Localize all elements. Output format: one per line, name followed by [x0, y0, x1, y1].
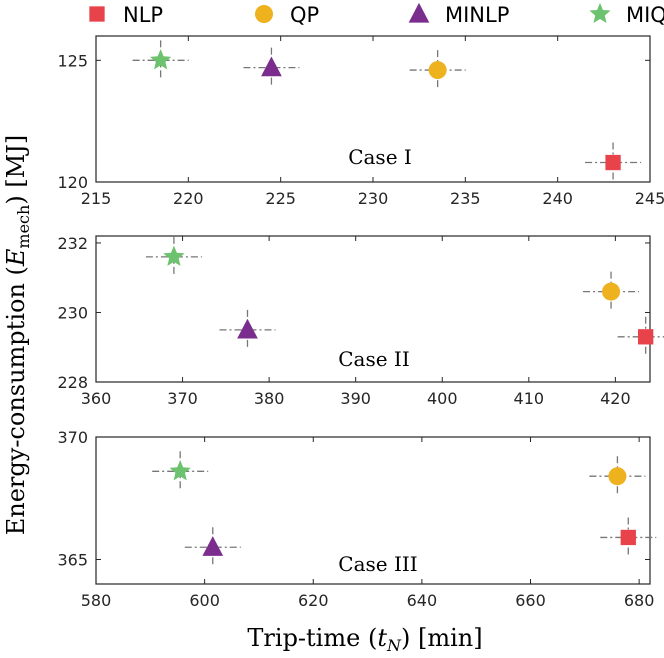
panel-frame [95, 436, 651, 585]
legend: NLP QP MINLP MIQP [89, 2, 664, 27]
data-point-qp [608, 467, 627, 486]
y-tick-label: 228 [57, 373, 88, 392]
x-tick-label: 660 [515, 591, 546, 610]
x-tick-label: 230 [358, 189, 389, 208]
x-tick-label: 380 [254, 389, 285, 408]
legend-marker-miqp [589, 2, 611, 24]
y-tick-label: 230 [57, 303, 88, 322]
y-tick-label: 125 [57, 51, 88, 70]
x-tick-label: 620 [298, 591, 329, 610]
x-tick-label: 400 [427, 389, 458, 408]
y-axis-title-text: Energy-consumption (Emech) [MJ] [2, 135, 33, 536]
legend-marker-qp [255, 5, 273, 23]
legend-label-minlp: MINLP [445, 3, 509, 27]
x-tick-label: 370 [167, 389, 198, 408]
legend-label-nlp: NLP [123, 3, 163, 27]
x-tick-label: 235 [450, 189, 481, 208]
legend-label-miqp: MIQP [626, 3, 664, 27]
legend-marker-minlp [408, 2, 430, 23]
case-label: Case III [338, 552, 417, 576]
data-point-miqp [169, 460, 191, 481]
y-tick-label: 232 [57, 234, 88, 253]
x-axis-title: Trip-time (tN) [min] [247, 624, 482, 655]
x-tick-label: 240 [542, 189, 573, 208]
x-tick-label: 680 [624, 591, 655, 610]
data-point-qp [602, 282, 621, 301]
x-tick-label: 215 [81, 189, 112, 208]
case-label: Case II [338, 347, 409, 371]
x-tick-label: 225 [265, 189, 296, 208]
panel-frame [95, 235, 651, 383]
legend-label-qp: QP [290, 3, 319, 27]
case-label: Case I [348, 145, 412, 169]
x-tick-label: 410 [514, 389, 545, 408]
data-point-nlp [638, 329, 654, 345]
y-tick-label: 365 [57, 551, 88, 570]
x-tick-label: 640 [407, 591, 438, 610]
x-tick-label: 580 [81, 591, 112, 610]
y-tick-label: 370 [57, 428, 88, 447]
data-point-miqp [163, 245, 185, 266]
data-point-nlp [605, 154, 621, 171]
y-axis-title: Energy-consumption (Emech) [MJ] [2, 135, 33, 536]
x-tick-label: 390 [340, 389, 371, 408]
x-tick-label: 220 [173, 189, 204, 208]
data-point-nlp [620, 529, 636, 546]
data-point-qp [428, 61, 447, 80]
legend-marker-nlp [89, 6, 105, 22]
panel-1: 215 220 225 230 235 240 245 120 125 Case I [57, 35, 664, 208]
data-point-miqp [150, 49, 172, 70]
x-tick-label: 245 [635, 189, 664, 208]
x-tick-label: 360 [81, 389, 112, 408]
x-tick-label: 420 [600, 389, 631, 408]
data-point-minlp [261, 56, 282, 77]
panel-2: 360 370 380 390 400 410 420 228 230 232 Case II [57, 234, 664, 408]
panel-3: 580 600 620 640 660 680 365 370 Case III [57, 428, 657, 610]
y-tick-label: 120 [57, 173, 88, 192]
data-point-minlp [237, 318, 258, 339]
x-tick-label: 600 [189, 591, 220, 610]
data-point-minlp [202, 536, 224, 556]
